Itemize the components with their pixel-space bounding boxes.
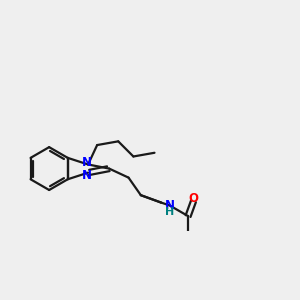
Text: N: N bbox=[164, 199, 175, 212]
Text: O: O bbox=[189, 192, 199, 205]
Text: H: H bbox=[165, 207, 174, 217]
Text: N: N bbox=[82, 156, 92, 169]
Text: N: N bbox=[82, 169, 92, 182]
